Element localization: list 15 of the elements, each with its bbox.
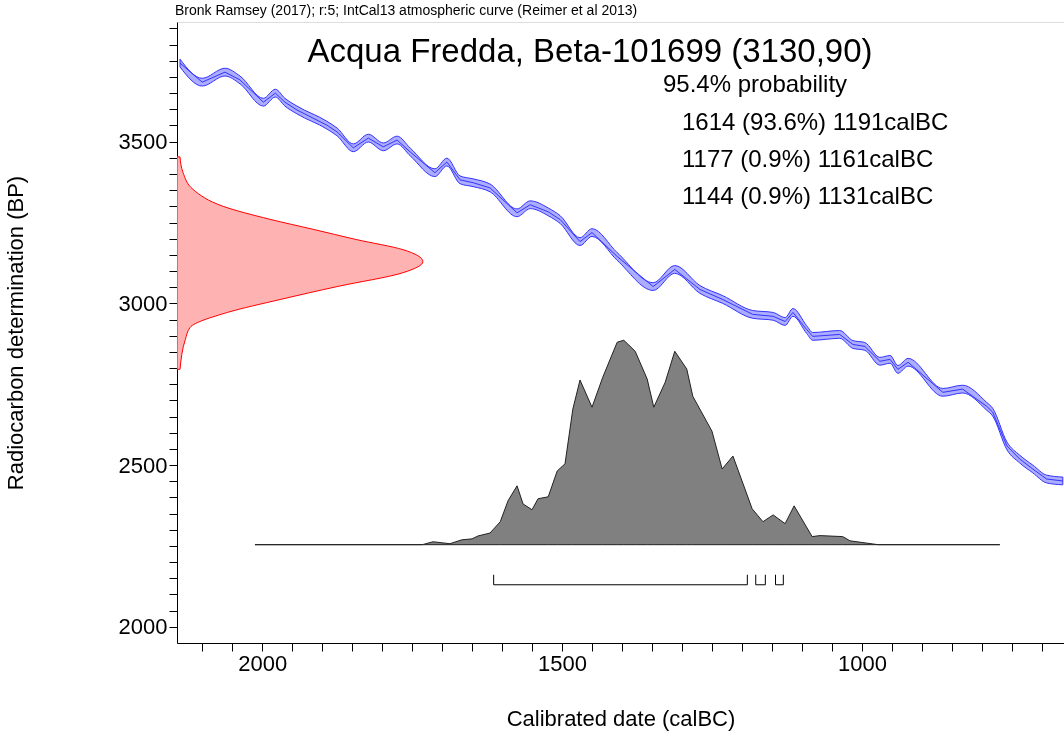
annotation: 1144 (0.9%) 1131calBC xyxy=(682,182,934,209)
x-tick-label: 1000 xyxy=(837,650,887,676)
y-tick-label: 3000 xyxy=(118,290,168,316)
annotation: 95.4% probability xyxy=(663,70,848,97)
chart-subtitle: Bronk Ramsey (2017); r:5; IntCal13 atmospheric curve (Reimer et al 2013) xyxy=(175,2,638,18)
y-tick-label: 2500 xyxy=(118,452,168,478)
chart-title: Acqua Fredda, Beta-101699 (3130,90) xyxy=(307,32,873,69)
x-tick-label: 2000 xyxy=(238,650,288,676)
x-tick-label: 1500 xyxy=(538,650,587,676)
y-tick-label: 2000 xyxy=(118,614,168,640)
y-tick-label: 3500 xyxy=(118,129,168,155)
y-axis-title: Radiocarbon determination (BP) xyxy=(2,175,28,491)
annotation: 1177 (0.9%) 1161calBC xyxy=(682,145,934,172)
x-axis-title: Calibrated date (calBC) xyxy=(506,705,736,731)
annotation: 1614 (93.6%) 1191calBC xyxy=(682,108,949,135)
